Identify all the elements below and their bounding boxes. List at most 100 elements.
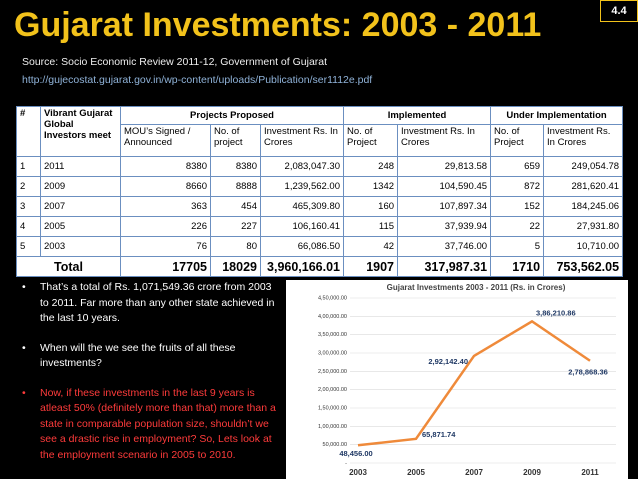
table-cell: 66,086.50 xyxy=(259,236,345,257)
table-cell: 184,245.06 xyxy=(543,196,624,217)
table-cell: 2005 xyxy=(40,216,121,237)
table-cell: 8380 xyxy=(120,156,211,177)
table-cell: 10,710.00 xyxy=(543,236,624,257)
total-cell: 317,987.31 xyxy=(397,256,492,277)
header-cell: Projects Proposed xyxy=(119,106,345,125)
chart-title: Gujarat Investments 2003 - 2011 (Rs. in … xyxy=(387,283,566,292)
table-cell: 115 xyxy=(343,216,399,237)
header-cell: No. of project xyxy=(210,124,261,157)
data-label: 2,78,868.36 xyxy=(568,368,608,377)
y-tick-label: 2,00,000.00 xyxy=(318,387,347,393)
x-tick-label: 2011 xyxy=(581,468,599,477)
table-cell: 22 xyxy=(490,216,545,237)
table-row: 1 2011 8380 8380 2,083,047.30 248 29,813.58 659… xyxy=(16,156,624,177)
y-tick-label: 4,00,000.00 xyxy=(318,314,347,320)
table-cell: 37,939.94 xyxy=(397,216,492,237)
x-tick-label: 2009 xyxy=(523,468,541,477)
source-url: http://gujecostat.gujarat.gov.in/wp-cont… xyxy=(22,74,373,86)
table-cell: 4 xyxy=(16,216,41,237)
table-cell: 107,897.34 xyxy=(397,196,492,217)
x-tick-label: 2003 xyxy=(349,468,367,477)
table-cell: 226 xyxy=(120,216,211,237)
header-cell: # xyxy=(16,106,41,157)
table-cell: 27,931.80 xyxy=(543,216,624,237)
y-tick-label: 1,50,000.00 xyxy=(318,405,347,411)
header-cell: Implemented xyxy=(343,106,492,125)
table-cell: 2007 xyxy=(40,196,121,217)
bullet: That’s a total of Rs. 1,071,549.36 crore… xyxy=(18,280,280,327)
table-cell: 1,239,562.00 xyxy=(259,176,345,197)
bullet: Now, if these investments in the last 9 … xyxy=(18,386,280,464)
table-row: 3 2007 363 454 465,309.80 160 107,897.34 152 184… xyxy=(16,196,624,217)
table-cell: 152 xyxy=(490,196,545,217)
table-cell: 465,309.80 xyxy=(259,196,345,217)
x-tick-label: 2005 xyxy=(407,468,425,477)
y-tick-label: - xyxy=(345,460,347,466)
x-tick-label: 2007 xyxy=(465,468,483,477)
data-label: 65,871.74 xyxy=(422,430,456,439)
total-cell: 17705 xyxy=(120,256,211,277)
y-tick-label: 3,00,000.00 xyxy=(318,350,347,356)
table-cell: 5 xyxy=(16,236,41,257)
chart: Gujarat Investments 2003 - 2011 (Rs. in … xyxy=(286,280,628,479)
y-tick-label: 1,00,000.00 xyxy=(318,424,347,430)
table-cell: 1 xyxy=(16,156,41,177)
y-tick-label: 2,50,000.00 xyxy=(318,369,347,375)
table-row: 4 2005 226 227 106,160.41 115 37,939.94 22 27,93… xyxy=(16,216,624,237)
table-cell: 248 xyxy=(343,156,399,177)
table-cell: 2003 xyxy=(40,236,121,257)
y-tick-label: 4,50,000.00 xyxy=(318,295,347,301)
total-row: Total 17705 18029 3,960,166.01 1907 317,987.3… xyxy=(16,256,624,277)
y-tick-label: 50,000.00 xyxy=(323,442,347,448)
total-cell: Total xyxy=(16,256,121,277)
table-cell: 1342 xyxy=(343,176,399,197)
slide-title: Gujarat Investments: 2003 - 2011 xyxy=(14,6,542,44)
table-cell: 5 xyxy=(490,236,545,257)
investment-table: # Vibrant Gujarat Global Investors meet … xyxy=(16,106,624,277)
table-cell: 2,083,047.30 xyxy=(259,156,345,177)
total-cell: 1907 xyxy=(343,256,399,277)
table-cell: 37,746.00 xyxy=(397,236,492,257)
source: Source: Socio Economic Review 2011-12, G… xyxy=(22,56,328,68)
table-cell: 42 xyxy=(343,236,399,257)
table-cell: 80 xyxy=(210,236,261,257)
header-cell: Under Implementation xyxy=(490,106,624,125)
header-cell: Vibrant Gujarat Global Investors meet xyxy=(40,106,121,157)
table-cell: 2009 xyxy=(40,176,121,197)
table-cell: 3 xyxy=(16,196,41,217)
total-cell: 18029 xyxy=(210,256,261,277)
bullet-list: That’s a total of Rs. 1,071,549.36 crore… xyxy=(18,280,280,477)
table-cell: 8888 xyxy=(210,176,261,197)
total-cell: 1710 xyxy=(490,256,545,277)
table-cell: 29,813.58 xyxy=(397,156,492,177)
total-cell: 3,960,166.01 xyxy=(259,256,345,277)
table-cell: 106,160.41 xyxy=(259,216,345,237)
data-label: 48,456.00 xyxy=(339,449,372,458)
table-cell: 8660 xyxy=(120,176,211,197)
total-cell: 753,562.05 xyxy=(543,256,624,277)
data-label: 3,86,210.86 xyxy=(536,308,576,317)
data-label: 2,92,142.40 xyxy=(428,357,468,366)
bullet: When will the we see the fruits of all t… xyxy=(18,341,280,372)
table-cell: 659 xyxy=(490,156,545,177)
table-cell: 227 xyxy=(210,216,261,237)
table-cell: 104,590.45 xyxy=(397,176,492,197)
header-cell: MOU’s Signed / Announced xyxy=(120,124,211,157)
table-cell: 2011 xyxy=(40,156,121,177)
data-line xyxy=(357,319,591,447)
table-row: 5 2003 76 80 66,086.50 42 37,746.00 5 10,710.00 xyxy=(16,236,624,257)
header-cell: Investment Rs. In Crores xyxy=(543,124,624,157)
table-row: 2 2009 8660 8888 1,239,562.00 1342 104,590.45 8… xyxy=(16,176,624,197)
table-cell: 160 xyxy=(343,196,399,217)
header-cell: Investment Rs. In Crores xyxy=(259,124,345,157)
table-cell: 8380 xyxy=(210,156,261,177)
header-cell: No. of Project xyxy=(490,124,545,157)
table-cell: 2 xyxy=(16,176,41,197)
slide-number: 4.4 xyxy=(600,0,638,22)
table-cell: 454 xyxy=(210,196,261,217)
header-cell: No. of Project xyxy=(343,124,399,157)
table-cell: 363 xyxy=(120,196,211,217)
table-cell: 872 xyxy=(490,176,545,197)
table-cell: 281,620.41 xyxy=(543,176,624,197)
